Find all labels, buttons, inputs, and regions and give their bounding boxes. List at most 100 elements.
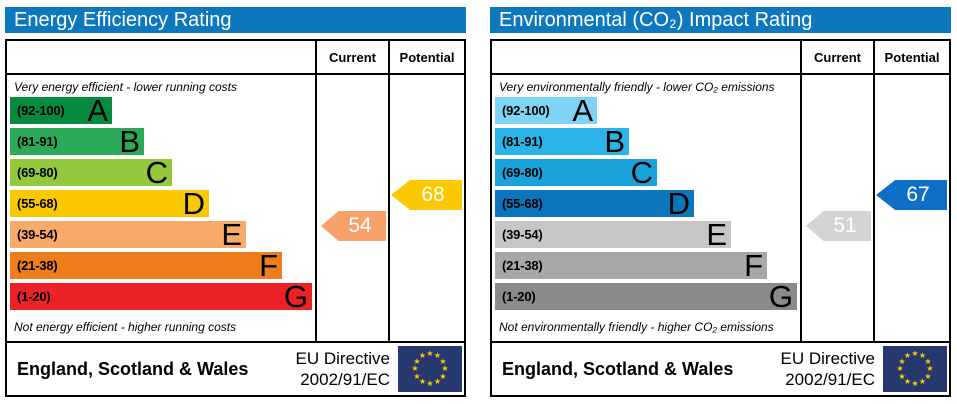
star-icon: ★ <box>413 371 421 381</box>
star-icon: ★ <box>924 356 932 366</box>
panel-title: Environmental (CO₂) Impact Rating <box>499 8 813 31</box>
rating-table: Current Potential Very environmentally f… <box>490 39 951 397</box>
band-range-label: (39-54) <box>502 227 543 242</box>
band-row-b: (81-91) B <box>495 124 629 159</box>
bands-area: Very energy efficient - lower running co… <box>7 75 315 341</box>
band-letter: G <box>283 279 308 314</box>
current-column-header: Current <box>800 41 873 73</box>
star-icon: ★ <box>896 364 904 373</box>
footer-row: England, Scotland & Wales EU Directive 2… <box>7 343 464 395</box>
region-label: England, Scotland & Wales <box>17 358 249 379</box>
potential-rating-value: 68 <box>421 183 445 206</box>
potential-column: 67 <box>873 75 949 341</box>
top-note: Very environmentally friendly - lower CO… <box>499 80 775 94</box>
eu-directive-line1: EU Directive <box>295 349 390 368</box>
band-range-label: (1-20) <box>17 289 51 304</box>
current-column-header: Current <box>315 41 388 73</box>
current-rating-arrow: 51 <box>806 211 871 241</box>
star-icon: ★ <box>911 349 919 358</box>
band-letter: E <box>221 217 242 252</box>
panel-title-bar: Energy Efficiency Rating <box>5 7 466 33</box>
potential-rating-arrow: 67 <box>876 180 947 210</box>
star-icon: ★ <box>924 371 932 381</box>
star-icon: ★ <box>418 376 427 386</box>
band-row-d: (55-68) D <box>495 188 694 219</box>
band-range-label: (55-68) <box>502 196 543 211</box>
table-body: Very energy efficient - lower running co… <box>7 75 464 343</box>
star-icon: ★ <box>903 351 912 360</box>
potential-column-header: Potential <box>873 41 949 73</box>
band-row-c: (69-80) C <box>10 155 172 190</box>
star-icon: ★ <box>433 376 442 386</box>
rating-table: Current Potential Very energy efficient … <box>5 39 466 397</box>
current-column: 51 <box>800 75 873 341</box>
top-note: Very energy efficient - lower running co… <box>14 80 237 94</box>
band-letter: F <box>744 248 763 283</box>
bands-column-header <box>7 41 315 73</box>
star-icon: ★ <box>413 356 421 366</box>
band-letter: B <box>119 124 140 159</box>
star-icon: ★ <box>418 351 427 360</box>
band-range-label: (39-54) <box>17 227 58 242</box>
star-icon: ★ <box>918 351 927 360</box>
current-column: 54 <box>315 75 388 341</box>
band-letter: E <box>706 217 727 252</box>
environmental-impact-panel: Environmental (CO₂) Impact Rating Curren… <box>490 7 951 404</box>
energy-efficiency-panel: Energy Efficiency Rating Current Potenti… <box>5 7 466 404</box>
band-letter: A <box>87 93 108 128</box>
band-range-label: (69-80) <box>17 165 58 180</box>
eu-directive-line1: EU Directive <box>780 349 875 368</box>
potential-rating-arrow: 68 <box>391 180 462 210</box>
band-range-label: (55-68) <box>17 196 58 211</box>
band-range-label: (81-91) <box>17 134 58 149</box>
band-letter: D <box>182 186 205 221</box>
star-icon: ★ <box>411 364 419 373</box>
eu-flag-icon: ★ ★ ★ ★ ★ ★ ★ ★ ★ ★ ★ ★ <box>398 346 462 392</box>
star-icon: ★ <box>898 371 906 381</box>
star-icon: ★ <box>926 364 934 373</box>
band-range-label: (92-100) <box>17 103 65 118</box>
table-body: Very environmentally friendly - lower CO… <box>492 75 949 343</box>
current-rating-value: 54 <box>348 214 372 237</box>
band-row-a: (92-100) A <box>495 93 597 128</box>
star-icon: ★ <box>903 376 912 386</box>
band-range-label: (21-38) <box>502 258 543 273</box>
band-row-g: (1-20) G <box>495 281 797 312</box>
band-letter: A <box>572 93 593 128</box>
star-icon: ★ <box>439 371 447 381</box>
table-header-row: Current Potential <box>7 41 464 75</box>
eu-flag-icon: ★ ★ ★ ★ ★ ★ ★ ★ ★ ★ ★ ★ <box>883 346 947 392</box>
band-letter: B <box>604 124 625 159</box>
potential-column-header: Potential <box>388 41 464 73</box>
band-row-f: (21-38) F <box>10 248 282 283</box>
eu-directive-line2: 2002/91/EC <box>300 370 390 389</box>
band-row-c: (69-80) C <box>495 155 657 190</box>
band-row-g: (1-20) G <box>10 279 312 314</box>
bands-column-header <box>492 41 800 73</box>
band-letter: C <box>145 155 168 190</box>
band-letter: C <box>630 155 653 190</box>
band-range-label: (69-80) <box>502 165 543 180</box>
star-icon: ★ <box>441 364 449 373</box>
band-row-b: (81-91) B <box>10 124 144 159</box>
bottom-note: Not energy efficient - higher running co… <box>14 320 237 334</box>
current-rating-arrow: 54 <box>321 211 386 241</box>
current-rating-value: 51 <box>833 214 857 237</box>
eu-directive-label: EU Directive 2002/91/EC <box>781 348 875 390</box>
band-row-e: (39-54) E <box>495 217 731 252</box>
band-range-label: (81-91) <box>502 134 543 149</box>
panel-title: Energy Efficiency Rating <box>14 8 232 31</box>
band-row-f: (21-38) F <box>495 248 767 283</box>
star-icon: ★ <box>426 379 434 388</box>
star-icon: ★ <box>918 376 927 386</box>
band-letter: F <box>259 248 278 283</box>
star-icon: ★ <box>898 356 906 366</box>
region-label: England, Scotland & Wales <box>502 358 734 379</box>
band-row-a: (92-100) A <box>10 93 112 128</box>
table-header-row: Current Potential <box>492 41 949 75</box>
star-icon: ★ <box>433 351 442 360</box>
band-range-label: (92-100) <box>502 103 550 118</box>
potential-rating-value: 67 <box>906 183 930 206</box>
star-icon: ★ <box>439 356 447 366</box>
